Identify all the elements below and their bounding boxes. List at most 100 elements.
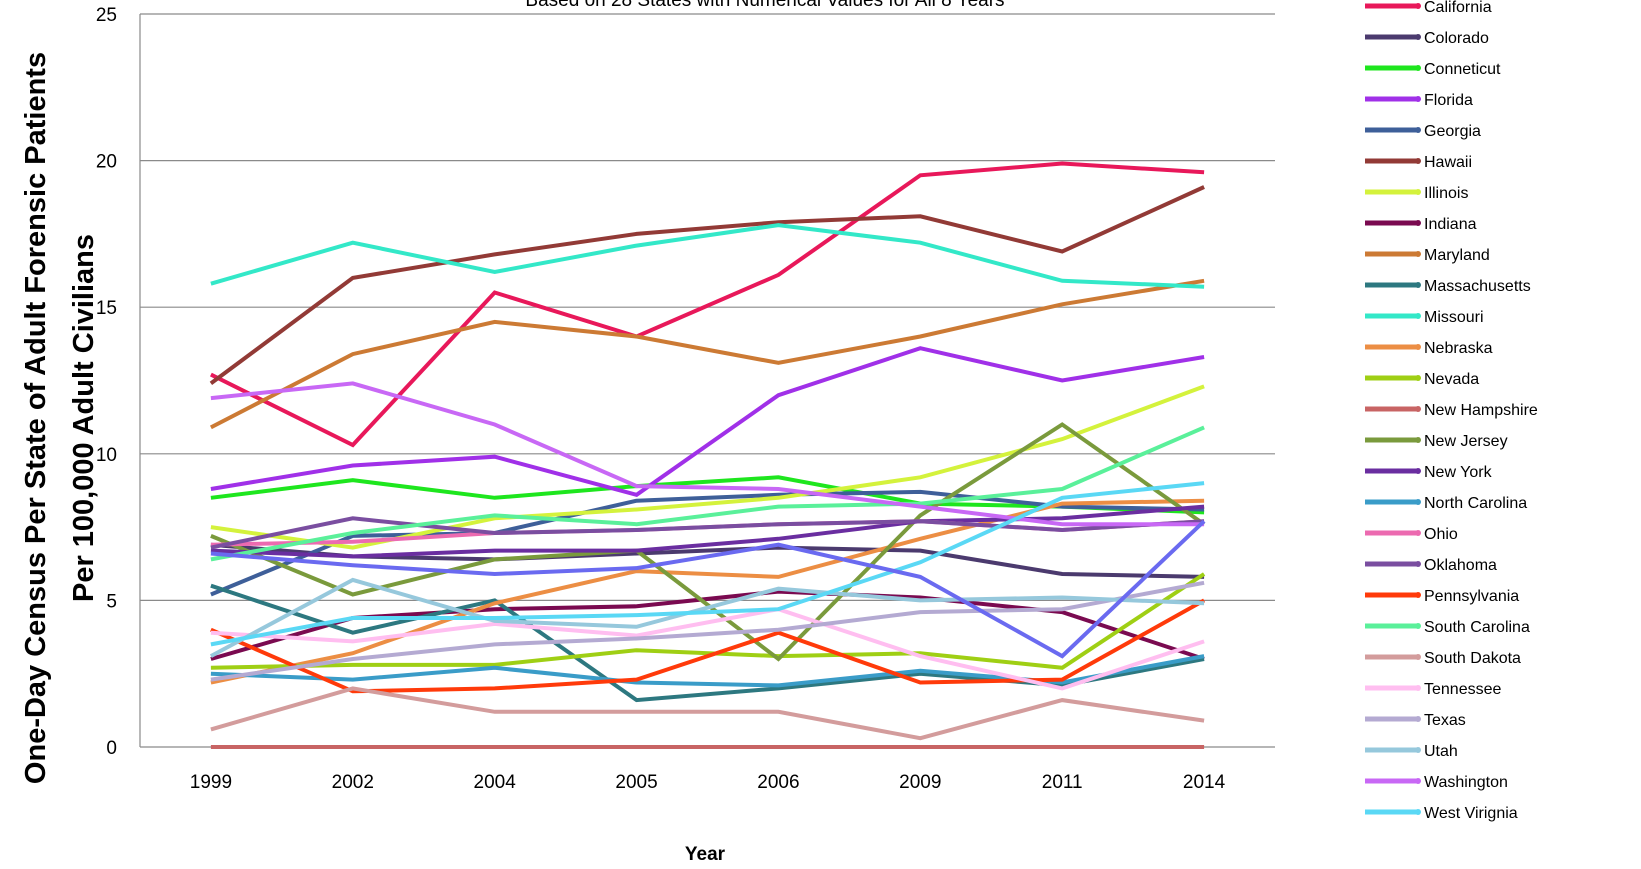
legend-marker (1415, 654, 1421, 660)
legend-item-south-dakota: South Dakota (1365, 650, 1521, 667)
legend-label: Ohio (1424, 526, 1458, 543)
legend-marker (1415, 685, 1421, 691)
series-line-illinois (210, 384, 1205, 550)
y-tick-label: 25 (96, 5, 117, 26)
series-line-south-dakota (210, 686, 1205, 741)
legend-marker (1415, 499, 1421, 505)
y-axis-title-line1: One-Day Census Per State of Adult Forens… (20, 52, 52, 784)
legend-label: California (1424, 0, 1492, 16)
legend-label: Nevada (1424, 371, 1479, 388)
legend-marker (1415, 65, 1421, 71)
legend-label: Indiana (1424, 216, 1477, 233)
x-tick-label: 2014 (1183, 772, 1226, 793)
legend-label: Conneticut (1424, 61, 1501, 78)
legend-marker (1415, 251, 1421, 257)
series-line-tennessee (210, 607, 1205, 691)
x-axis-ticks: 1999 2002 2004 2005 2006 2009 2011 2014 (190, 772, 1226, 793)
x-tick-label: 2009 (899, 772, 941, 793)
series-line-georgia (210, 489, 1205, 597)
legend-marker (1415, 561, 1421, 567)
series-line-south-carolina (210, 425, 1205, 562)
series-line-california (210, 161, 1205, 448)
legend-marker (1415, 313, 1421, 319)
legend-marker (1415, 127, 1421, 133)
legend-item-south-carolina: South Carolina (1365, 619, 1530, 636)
legend-label: Nebraska (1424, 340, 1493, 357)
legend-marker (1415, 778, 1421, 784)
legend-marker (1415, 220, 1421, 226)
y-tick-label: 20 (96, 152, 117, 173)
legend-label: Tennessee (1424, 681, 1501, 698)
legend-marker (1415, 34, 1421, 40)
legend-marker (1415, 344, 1421, 350)
y-axis-title-line2: Per 100,000 Adult Civilians (68, 234, 100, 602)
legend-item-maryland: Maryland (1365, 247, 1490, 264)
legend-marker (1415, 282, 1421, 288)
x-tick-label: 2002 (332, 772, 374, 793)
series-line-utah (209, 577, 1205, 658)
legend-marker (1415, 158, 1421, 164)
legend-label: Georgia (1424, 123, 1481, 140)
legend-item-tennessee: Tennessee (1365, 681, 1501, 698)
series-line-nevada (210, 572, 1206, 670)
legend-item-new-jersey: New Jersey (1365, 433, 1508, 450)
y-tick-label: 10 (96, 445, 117, 466)
legend-item-nevada: Nevada (1365, 371, 1479, 388)
legend-label: New Hampshire (1424, 402, 1538, 419)
series-line-maryland (209, 278, 1205, 430)
series-lines (209, 161, 1206, 749)
legend-item-hawaii: Hawaii (1365, 154, 1472, 171)
legend-label: Colorado (1424, 30, 1489, 47)
x-tick-label: 2005 (615, 772, 657, 793)
legend: California Colorado Conneticut Florida Georg… (1365, 0, 1538, 822)
legend-marker (1415, 592, 1421, 598)
legend-item-oklahoma: Oklahoma (1365, 557, 1497, 574)
legend-marker (1415, 623, 1421, 629)
legend-marker (1415, 406, 1421, 412)
legend-label: Utah (1424, 743, 1458, 760)
legend-label: Pennsylvania (1424, 588, 1519, 605)
x-tick-label: 2011 (1042, 772, 1083, 793)
legend-label: South Carolina (1424, 619, 1530, 636)
legend-label: Florida (1424, 92, 1473, 109)
legend-label: Oklahoma (1424, 557, 1497, 574)
legend-label: West Virignia (1424, 805, 1518, 822)
legend-item-indiana: Indiana (1365, 216, 1477, 233)
legend-item-ohio: Ohio (1365, 526, 1458, 543)
legend-item-massachusetts: Massachusetts (1365, 278, 1531, 295)
x-tick-label: 1999 (190, 772, 232, 793)
legend-item-west-virignia: West Virignia (1365, 805, 1518, 822)
chart-subtitle: Based on 28 States with Numerical Values… (525, 0, 1004, 11)
legend-label: Hawaii (1424, 154, 1472, 171)
legend-marker (1415, 809, 1421, 815)
series-line-oklahoma (210, 516, 1205, 550)
gridlines (139, 13, 1275, 748)
legend-label: Massachusetts (1424, 278, 1531, 295)
legend-label: Washington (1424, 774, 1508, 791)
y-tick-label: 15 (96, 298, 117, 319)
legend-item-colorado: Colorado (1365, 30, 1489, 47)
legend-label: Missouri (1424, 309, 1484, 326)
y-axis-ticks: 0 5 10 15 20 25 (96, 5, 117, 759)
legend-label: Illinois (1424, 185, 1468, 202)
legend-item-new-york: New York (1365, 464, 1493, 481)
series-line-hawaii (209, 185, 1205, 386)
legend-item-florida: Florida (1365, 92, 1473, 109)
legend-item-conneticut: Conneticut (1365, 61, 1501, 78)
legend-marker (1415, 530, 1421, 536)
legend-item-north-carolina: North Carolina (1365, 495, 1527, 512)
legend-item-nebraska: Nebraska (1365, 340, 1493, 357)
legend-marker (1415, 375, 1421, 381)
legend-marker (1415, 437, 1421, 443)
legend-item-california: California (1365, 0, 1492, 16)
series-line-missouri (210, 223, 1205, 289)
series-line-unlabeled-27 (210, 519, 1206, 659)
legend-marker (1415, 189, 1421, 195)
legend-item-georgia: Georgia (1365, 123, 1481, 140)
legend-label: New York (1424, 464, 1493, 481)
legend-item-missouri: Missouri (1365, 309, 1484, 326)
legend-marker (1415, 468, 1421, 474)
legend-item-utah: Utah (1365, 743, 1458, 760)
legend-marker (1415, 747, 1421, 753)
